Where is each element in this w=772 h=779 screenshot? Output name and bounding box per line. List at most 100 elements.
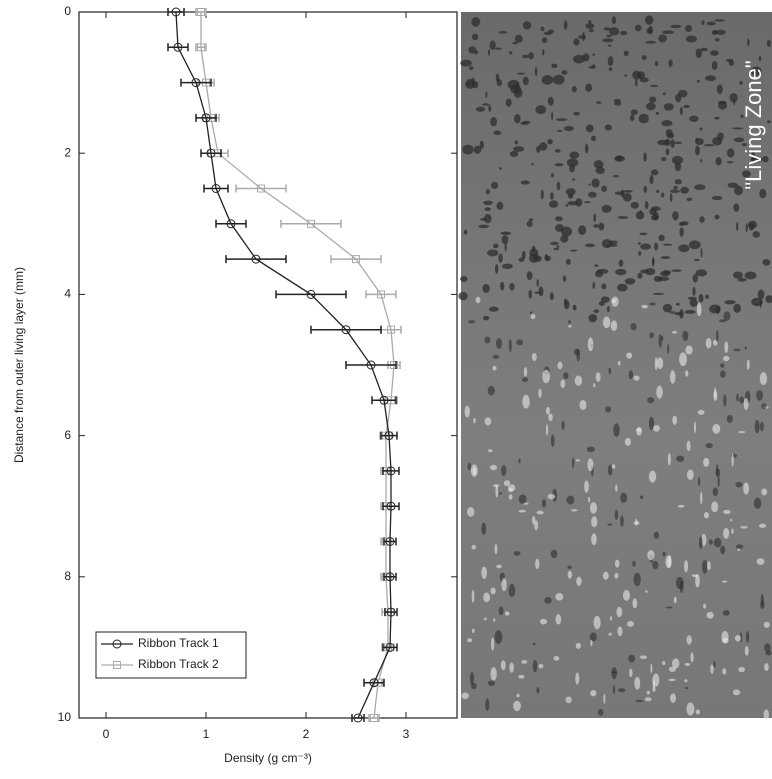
texture — [471, 545, 476, 550]
texture — [668, 453, 671, 465]
texture — [747, 359, 750, 369]
texture — [595, 167, 604, 174]
texture — [576, 643, 581, 649]
texture — [488, 49, 490, 56]
texture — [603, 317, 611, 329]
texture — [521, 660, 527, 664]
texture — [635, 25, 642, 32]
texture — [508, 484, 515, 491]
texture — [635, 79, 638, 87]
texture — [472, 33, 478, 40]
texture — [592, 282, 595, 289]
texture — [542, 37, 548, 43]
texture — [745, 646, 749, 656]
texture — [563, 372, 568, 379]
texture — [536, 687, 539, 693]
texture — [723, 395, 726, 407]
texture — [661, 192, 664, 197]
texture — [509, 662, 514, 672]
texture — [714, 387, 716, 397]
texture — [748, 221, 757, 229]
texture — [608, 464, 612, 475]
texture — [723, 356, 729, 361]
texture — [624, 190, 633, 193]
texture — [702, 560, 707, 574]
texture — [480, 218, 487, 221]
texture — [614, 101, 621, 105]
texture — [585, 84, 592, 93]
texture — [597, 269, 609, 274]
texture — [509, 339, 512, 352]
texture — [628, 655, 635, 663]
texture — [675, 94, 681, 103]
texture — [669, 59, 673, 66]
texture — [720, 370, 726, 377]
texture — [514, 140, 517, 144]
texture — [630, 323, 636, 330]
texture — [713, 487, 719, 496]
texture — [713, 661, 715, 668]
texture — [653, 425, 660, 432]
y-tick-label: 0 — [64, 4, 71, 18]
texture — [494, 544, 497, 554]
texture — [488, 449, 492, 452]
texture — [735, 635, 741, 641]
texture — [730, 519, 732, 522]
texture — [694, 259, 700, 261]
texture — [501, 578, 506, 591]
texture — [715, 157, 721, 165]
texture — [542, 499, 546, 508]
texture — [568, 325, 571, 328]
texture — [674, 141, 682, 144]
texture — [706, 443, 713, 448]
texture — [551, 64, 557, 68]
texture — [495, 630, 503, 644]
texture — [666, 148, 670, 155]
texture — [587, 458, 593, 471]
texture — [613, 175, 619, 177]
texture — [676, 577, 684, 589]
texture — [537, 279, 539, 287]
texture — [615, 484, 617, 492]
texture — [629, 370, 633, 379]
texture — [516, 694, 519, 698]
texture — [705, 75, 716, 81]
texture — [565, 204, 568, 207]
texture — [695, 146, 700, 156]
texture — [615, 156, 623, 161]
texture — [615, 510, 618, 520]
texture — [690, 299, 698, 307]
texture — [700, 128, 703, 131]
texture — [626, 353, 632, 359]
texture — [684, 310, 695, 314]
texture — [666, 606, 673, 608]
texture — [657, 140, 668, 146]
texture — [697, 80, 700, 83]
texture — [623, 590, 630, 601]
texture — [723, 528, 729, 539]
texture — [733, 272, 743, 279]
texture — [566, 188, 576, 195]
texture — [625, 438, 631, 446]
texture — [573, 305, 577, 311]
texture — [649, 332, 654, 338]
texture — [733, 349, 741, 352]
texture — [675, 162, 681, 171]
texture — [649, 471, 656, 483]
texture — [670, 139, 675, 148]
y-axis-label: Distance from outer living layer (mm) — [12, 267, 26, 463]
texture — [509, 283, 514, 291]
texture — [714, 30, 718, 33]
texture — [584, 480, 589, 493]
texture — [654, 532, 659, 539]
x-tick-label: 0 — [103, 727, 110, 741]
texture — [672, 416, 677, 425]
texture — [684, 679, 687, 682]
texture — [608, 56, 614, 66]
texture — [499, 167, 502, 170]
texture — [496, 74, 500, 82]
texture — [556, 245, 559, 248]
texture — [762, 259, 770, 266]
texture — [534, 520, 538, 530]
texture — [706, 338, 712, 349]
